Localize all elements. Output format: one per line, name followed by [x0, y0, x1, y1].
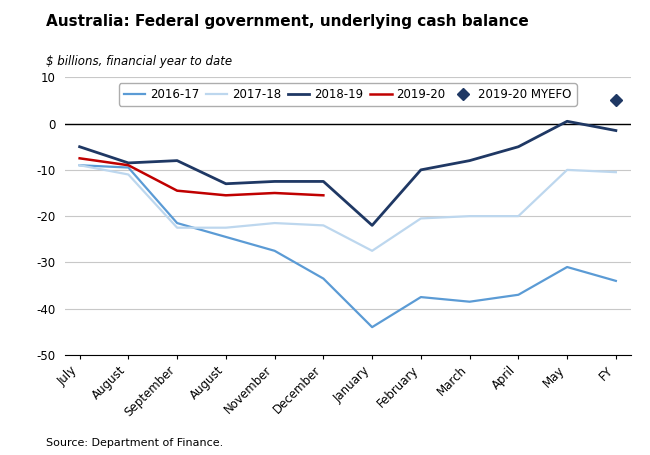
- Text: Australia: Federal government, underlying cash balance: Australia: Federal government, underlyin…: [46, 14, 528, 29]
- Legend: 2016-17, 2017-18, 2018-19, 2019-20, 2019-20 MYEFO: 2016-17, 2017-18, 2018-19, 2019-20, 2019…: [119, 83, 577, 106]
- Text: $ billions, financial year to date: $ billions, financial year to date: [46, 55, 231, 68]
- Text: Source: Department of Finance.: Source: Department of Finance.: [46, 438, 223, 448]
